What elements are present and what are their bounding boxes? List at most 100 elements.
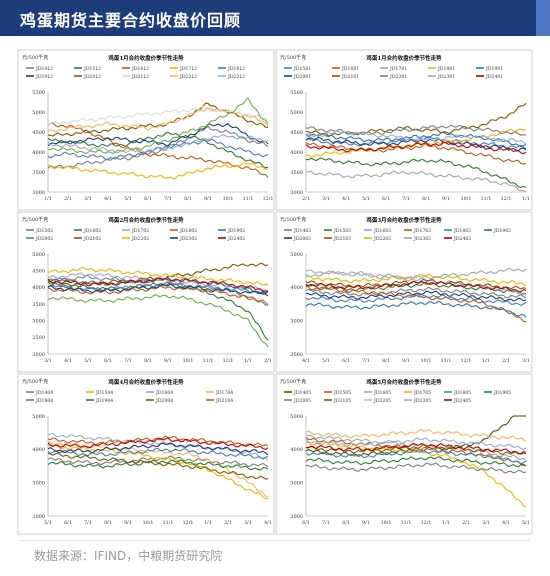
y-tick-label: 3500 xyxy=(290,170,303,176)
legend-label: JD2405 xyxy=(453,398,471,404)
y-axis-unit-label: 元/500千克 xyxy=(280,378,306,385)
x-tick-label: 8/1 xyxy=(422,196,430,202)
series-line-jd1701 xyxy=(305,170,527,193)
x-tick-label: 2/1 xyxy=(502,358,510,364)
y-tick-label: 4500 xyxy=(32,268,45,274)
y-tick-label: 4000 xyxy=(32,150,45,156)
y-tick-label: 2000 xyxy=(32,352,45,358)
x-tick-label: 7/1 xyxy=(164,196,172,202)
x-tick-label: 1/1 xyxy=(442,520,450,526)
series-line-jd1404 xyxy=(47,455,269,468)
x-tick-label: 4/1 xyxy=(64,358,72,364)
x-tick-label: 10/1 xyxy=(183,358,194,364)
legend-label: JD2202 xyxy=(131,236,149,242)
x-tick-label: 2/1 xyxy=(224,520,232,526)
legend-label: JD2312 xyxy=(227,74,245,80)
chart-panel-6: 元/500千克 鸡蛋5月合约收盘价季节性走势 JD1405 JD1505 JD1605 J… xyxy=(275,373,533,535)
legend-label: JD1803 xyxy=(453,228,471,234)
series-line-jd2201 xyxy=(305,124,527,136)
series-line-jd2303 xyxy=(305,267,527,280)
y-axis-unit-label: 元/500千克 xyxy=(22,378,48,385)
x-tick-label: 6/1 xyxy=(64,520,72,526)
series-line-jd2001 xyxy=(305,136,527,152)
legend-label: JD1903 xyxy=(493,228,511,234)
legend-label: JD1412 xyxy=(35,66,53,72)
legend-label: JD2403 xyxy=(453,236,471,242)
data-source-note: 数据来源：IFIND，中粮期货研究院 xyxy=(34,549,223,563)
series-line-jd1412 xyxy=(47,125,269,169)
header-bar: 鸡蛋期货主要合约收盘价回顾 xyxy=(0,0,550,36)
chart-title: 鸡蛋1月合约收盘价季节性走势 xyxy=(107,54,184,62)
series-line-jd2301 xyxy=(305,130,527,145)
legend-label: JD1505 xyxy=(333,390,351,396)
x-tick-label: 9/1 xyxy=(362,520,370,526)
y-tick-label: 2500 xyxy=(32,335,45,341)
series-line-jd1601 xyxy=(305,141,527,165)
x-tick-label: 7/1 xyxy=(362,358,370,364)
legend-label: JD1405 xyxy=(293,390,311,396)
x-tick-label: 8/1 xyxy=(144,358,152,364)
y-tick-label: 3500 xyxy=(32,302,45,308)
series-line-jd1905 xyxy=(305,456,527,468)
series-line-jd2205 xyxy=(305,428,527,442)
legend-label: JD2301 xyxy=(437,74,455,80)
x-tick-label: 9/1 xyxy=(124,520,132,526)
x-tick-label: 3/1 xyxy=(244,520,252,526)
legend-label: JD1703 xyxy=(413,228,431,234)
legend-label: JD1901 xyxy=(485,66,503,72)
x-tick-label: 5/1 xyxy=(522,520,530,526)
series-line-jd1804 xyxy=(47,447,269,460)
legend-label: JD1501 xyxy=(293,66,311,72)
series-line-jd2402 xyxy=(47,277,269,293)
legend-label: JD1403 xyxy=(293,228,311,234)
x-tick-label: 8/1 xyxy=(184,196,192,202)
legend-label: JD2001 xyxy=(293,74,311,80)
x-tick-label: 9/1 xyxy=(402,358,410,364)
x-tick-label: 9/1 xyxy=(204,196,212,202)
legend-label: JD1801 xyxy=(437,66,455,72)
legend-label: JD1704 xyxy=(215,390,233,396)
series-line-jd1803 xyxy=(305,294,527,306)
y-tick-label: 4000 xyxy=(32,285,45,291)
x-tick-label: 1/1 xyxy=(204,520,212,526)
legend-label: JD2004 xyxy=(155,398,173,404)
x-tick-label: 11/1 xyxy=(163,520,174,526)
x-tick-label: 5/1 xyxy=(124,196,132,202)
series-line-unnamed-10 xyxy=(48,294,269,348)
legend-label: JD1504 xyxy=(95,390,113,396)
x-tick-label: 5/1 xyxy=(44,520,52,526)
x-tick-label: 1/1 xyxy=(522,196,530,202)
legend-label: JD2104 xyxy=(215,398,233,404)
x-tick-label: 12/1 xyxy=(263,196,274,202)
x-tick-label: 4/1 xyxy=(104,196,112,202)
series-line-jd2203 xyxy=(305,273,527,287)
legend-label: JD2402 xyxy=(227,236,245,242)
legend-label: JD1705 xyxy=(413,390,431,396)
series-line-jd1912 xyxy=(47,123,269,147)
y-tick-label: 4000 xyxy=(32,447,45,453)
chart-title: 鸡蛋1月合约收盘价季节性走势 xyxy=(365,54,442,62)
chart-panel-4: 元/500千克 鸡蛋3月合约收盘价季节性走势 JD1403 JD1503 JD1603 J… xyxy=(275,211,533,373)
legend-label: JD1912 xyxy=(35,74,53,80)
chart-frame xyxy=(275,211,533,373)
series-line-jd1801 xyxy=(306,128,527,158)
legend-label: JD2303 xyxy=(413,236,431,242)
x-tick-label: 12/1 xyxy=(223,358,234,364)
y-tick-label: 5000 xyxy=(32,252,45,258)
y-tick-label: 4000 xyxy=(290,447,303,453)
y-tick-label: 5000 xyxy=(290,414,303,420)
legend-label: JD1612 xyxy=(131,66,149,72)
legend-label: JD1602 xyxy=(83,228,101,234)
x-tick-label: 4/1 xyxy=(264,520,272,526)
x-tick-label: 10/1 xyxy=(381,520,392,526)
y-tick-label: 5000 xyxy=(290,252,303,258)
x-tick-label: 11/1 xyxy=(203,358,214,364)
y-tick-label: 5500 xyxy=(290,90,303,96)
series-line-jd1512 xyxy=(47,131,269,169)
x-tick-label: 7/1 xyxy=(402,196,410,202)
legend-label: JD1701 xyxy=(389,66,407,72)
x-tick-label: 6/1 xyxy=(104,358,112,364)
legend-label: JD2003 xyxy=(293,236,311,242)
x-tick-label: 3/1 xyxy=(322,196,330,202)
series-line-jd1703 xyxy=(305,285,527,323)
